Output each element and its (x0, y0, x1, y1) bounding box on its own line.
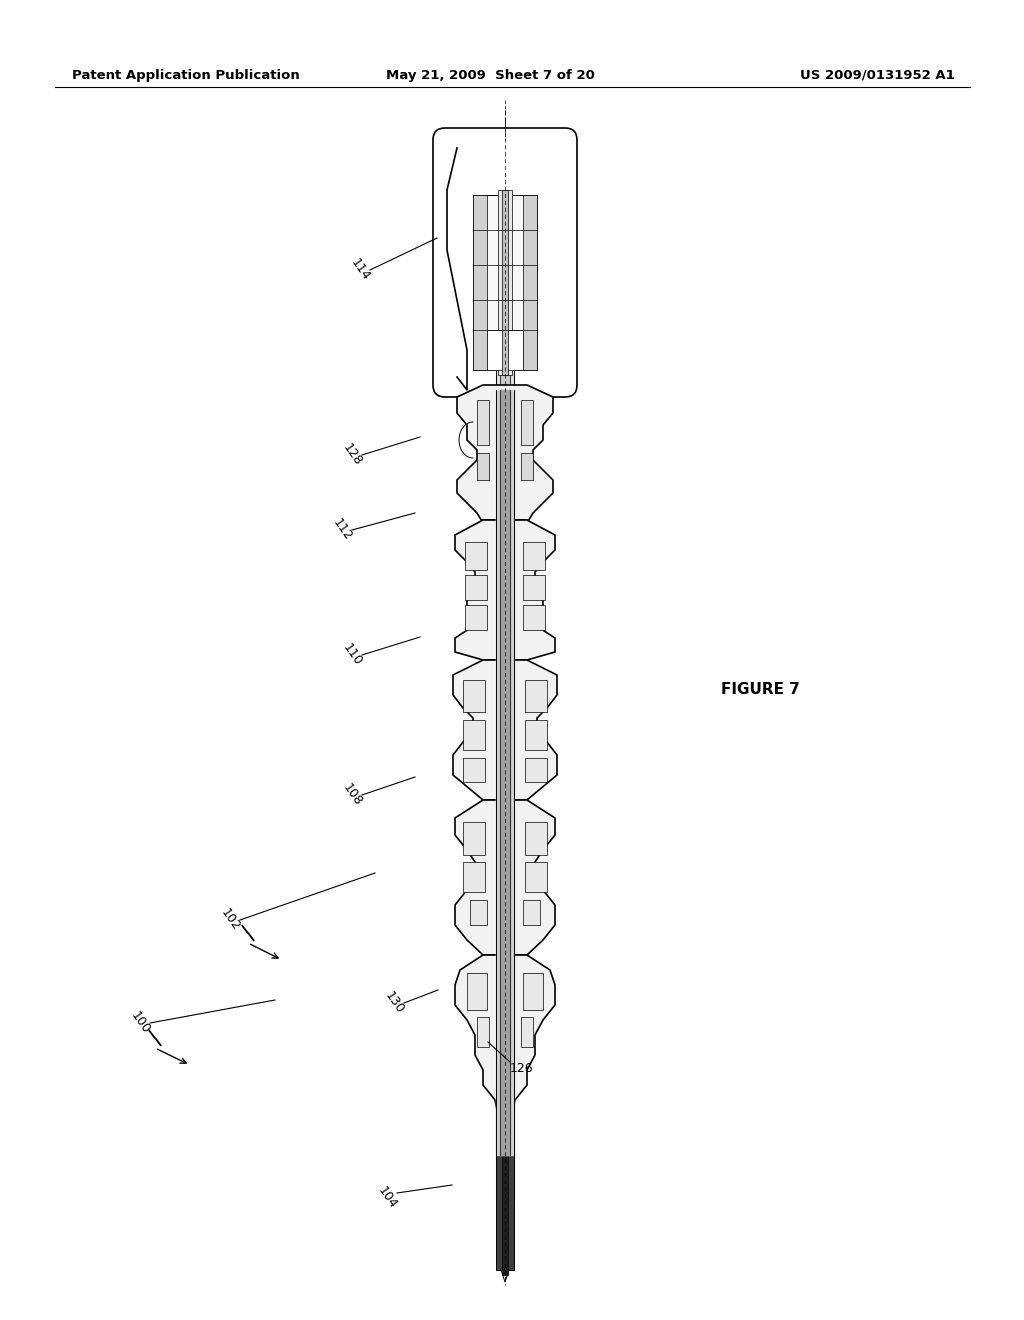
Text: 108: 108 (340, 781, 365, 809)
Bar (473, 195, 537, 370)
Text: 114: 114 (348, 256, 372, 284)
Bar (463, 862, 485, 892)
Text: May 21, 2009  Sheet 7 of 20: May 21, 2009 Sheet 7 of 20 (386, 69, 595, 82)
Bar (525, 758, 547, 781)
Bar (467, 973, 487, 1010)
Bar (477, 1016, 489, 1047)
Polygon shape (453, 660, 557, 800)
Bar (523, 576, 545, 601)
Bar (521, 1016, 534, 1047)
Bar (521, 453, 534, 480)
FancyBboxPatch shape (433, 128, 577, 397)
Polygon shape (440, 152, 460, 374)
Text: FIGURE 7: FIGURE 7 (721, 682, 800, 697)
Text: 128: 128 (340, 442, 365, 469)
Bar (498, 190, 512, 375)
Bar (473, 195, 487, 370)
Bar (465, 605, 487, 630)
Text: 112: 112 (330, 516, 354, 544)
Text: 102: 102 (218, 907, 243, 933)
Polygon shape (500, 389, 510, 1155)
Bar (477, 453, 489, 480)
Text: 100: 100 (128, 1010, 153, 1036)
Bar (487, 330, 523, 370)
Bar (496, 1155, 514, 1270)
Text: Patent Application Publication: Patent Application Publication (72, 69, 300, 82)
Bar (525, 862, 547, 892)
Bar (465, 576, 487, 601)
Bar (463, 719, 485, 750)
Bar (463, 822, 485, 855)
Bar (521, 400, 534, 445)
Polygon shape (455, 954, 555, 1155)
Text: 104: 104 (375, 1184, 399, 1212)
Polygon shape (455, 800, 555, 954)
Bar (523, 195, 537, 370)
Text: 110: 110 (340, 642, 365, 668)
Bar (525, 680, 547, 711)
Bar (477, 400, 489, 445)
Bar (502, 190, 508, 375)
Polygon shape (457, 385, 553, 523)
Bar (523, 900, 540, 925)
Bar (502, 1155, 508, 1275)
Polygon shape (496, 389, 514, 1155)
Bar (525, 822, 547, 855)
Bar (523, 973, 543, 1010)
Bar (523, 543, 545, 570)
Bar (525, 719, 547, 750)
Text: 130: 130 (382, 990, 407, 1016)
Polygon shape (455, 520, 555, 660)
Text: US 2009/0131952 A1: US 2009/0131952 A1 (800, 69, 955, 82)
Bar (463, 758, 485, 781)
Polygon shape (496, 370, 514, 1200)
Bar (463, 680, 485, 711)
Text: 126: 126 (510, 1061, 534, 1074)
Polygon shape (500, 370, 510, 1200)
Bar (523, 605, 545, 630)
Bar (470, 900, 487, 925)
Bar (465, 543, 487, 570)
